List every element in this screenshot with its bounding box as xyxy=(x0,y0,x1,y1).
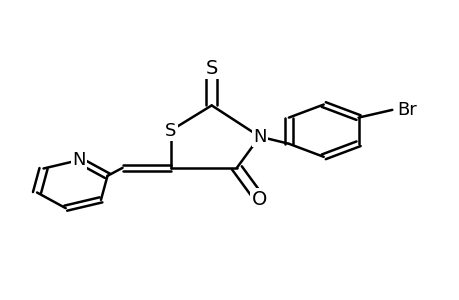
Text: N: N xyxy=(72,151,85,169)
Text: S: S xyxy=(164,122,176,140)
Text: O: O xyxy=(252,190,267,208)
Text: N: N xyxy=(252,128,266,146)
Text: S: S xyxy=(205,59,218,78)
Text: Br: Br xyxy=(396,101,416,119)
